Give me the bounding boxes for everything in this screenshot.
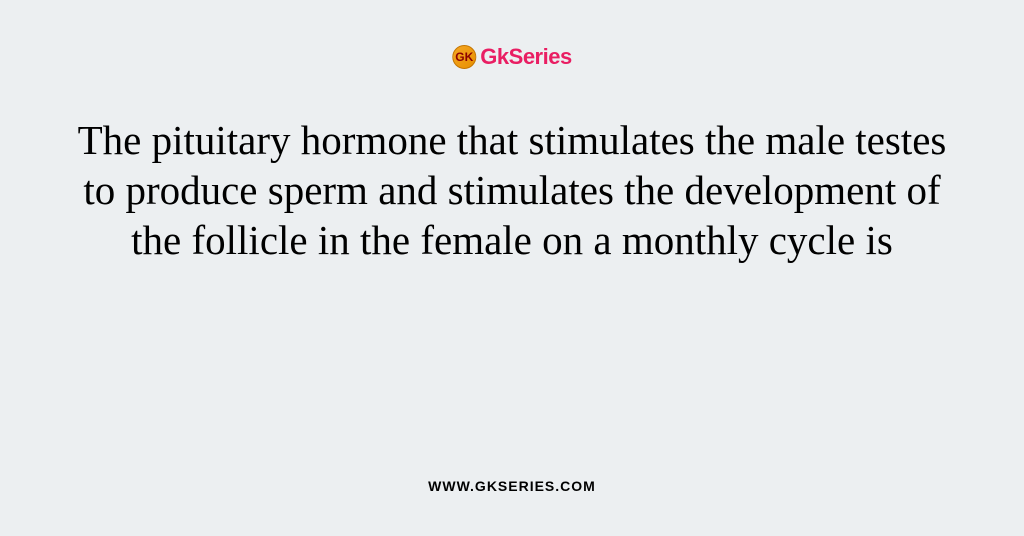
logo-badge-icon: GK bbox=[452, 45, 476, 69]
question-content: The pituitary hormone that stimulates th… bbox=[77, 115, 947, 265]
brand-logo: GK GkSeries bbox=[452, 44, 571, 70]
footer-url: WWW.GKSERIES.COM bbox=[428, 478, 596, 494]
logo-badge-text: GK bbox=[455, 50, 473, 64]
logo-brand-text: GkSeries bbox=[480, 44, 571, 70]
